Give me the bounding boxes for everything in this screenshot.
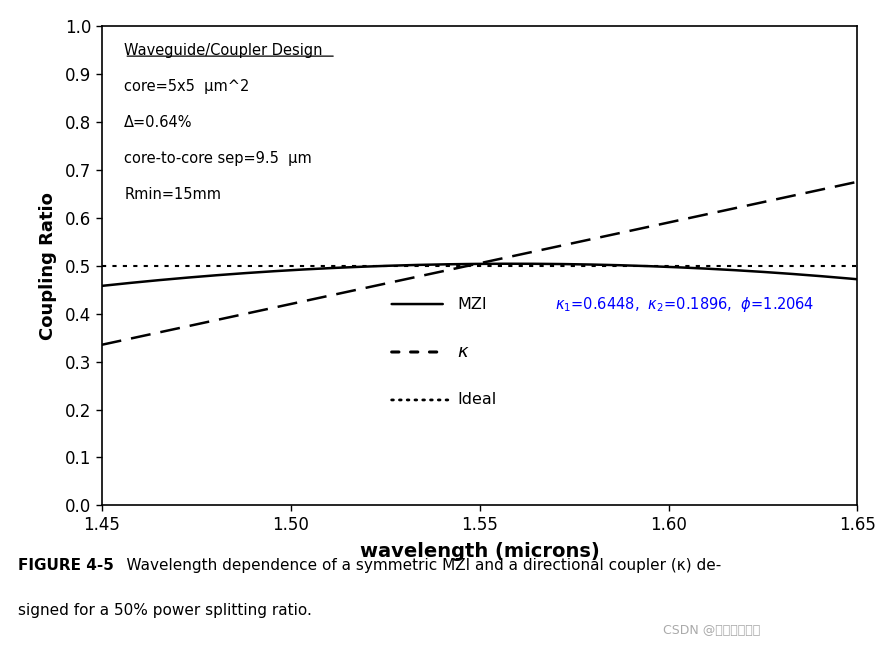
- Text: core-to-core sep=9.5  μm: core-to-core sep=9.5 μm: [125, 150, 312, 166]
- Y-axis label: Coupling Ratio: Coupling Ratio: [39, 192, 57, 340]
- Text: MZI: MZI: [457, 297, 486, 312]
- Text: $\kappa$: $\kappa$: [457, 343, 469, 361]
- Text: FIGURE 4-5: FIGURE 4-5: [18, 558, 113, 573]
- Text: Ideal: Ideal: [457, 393, 496, 408]
- Text: core=5x5  μm^2: core=5x5 μm^2: [125, 78, 249, 94]
- Text: Waveguide/Coupler Design: Waveguide/Coupler Design: [125, 43, 323, 58]
- X-axis label: wavelength (microns): wavelength (microns): [360, 542, 599, 561]
- Text: Wavelength dependence of a symmetric MZI and a directional coupler (κ) de-: Wavelength dependence of a symmetric MZI…: [107, 558, 721, 573]
- Text: signed for a 50% power splitting ratio.: signed for a 50% power splitting ratio.: [18, 603, 311, 618]
- Text: CSDN @勤奖的大熊猫: CSDN @勤奖的大熊猫: [663, 624, 760, 637]
- Text: Δ=0.64%: Δ=0.64%: [125, 115, 193, 130]
- Text: Rmin=15mm: Rmin=15mm: [125, 187, 221, 202]
- Text: $\kappa_1$=0.6448,  $\kappa_2$=0.1896,  $\phi$=1.2064: $\kappa_1$=0.6448, $\kappa_2$=0.1896, $\…: [555, 295, 814, 314]
